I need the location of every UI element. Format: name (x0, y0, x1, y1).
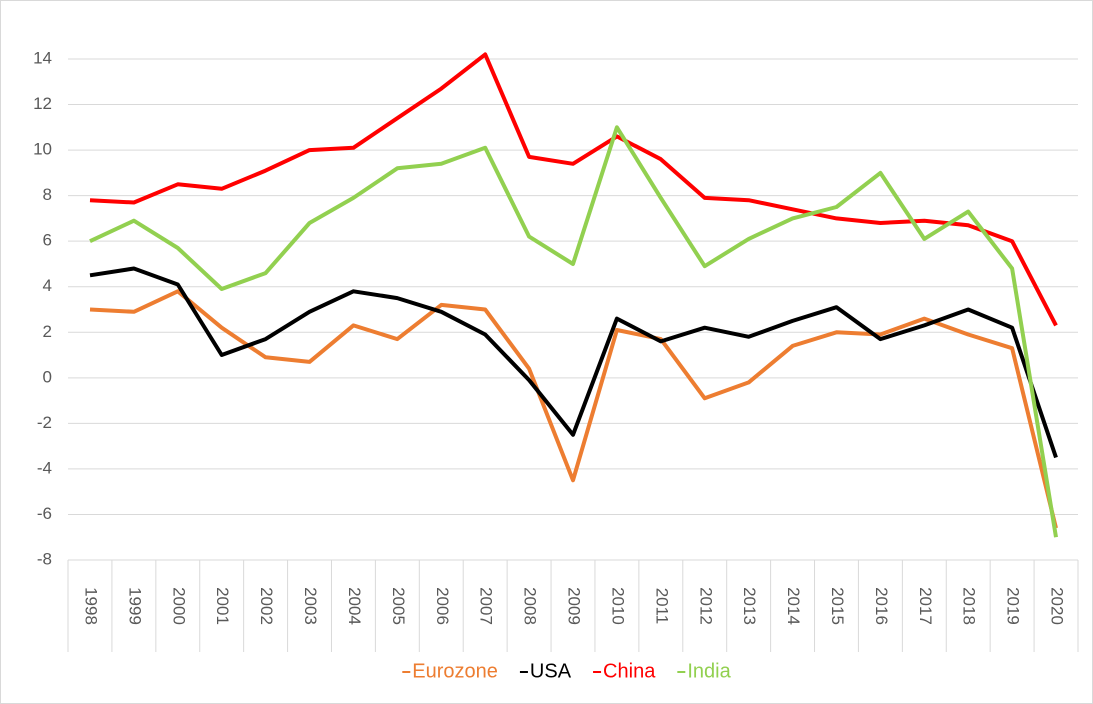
legend-label: Eurozone (412, 660, 498, 682)
y-tick-label: 2 (43, 322, 52, 341)
x-tick-label: 2012 (696, 587, 715, 625)
x-tick-label: 2002 (257, 587, 276, 625)
x-tick-label: 2007 (477, 587, 496, 625)
legend-label: India (687, 660, 731, 682)
x-tick-label: 2019 (1004, 587, 1023, 625)
y-tick-label: 10 (33, 140, 52, 159)
line-series (89, 289, 1058, 529)
x-tick-label: 1998 (81, 587, 100, 625)
x-tick-label: 2017 (916, 587, 935, 625)
y-tick-label: 12 (33, 94, 52, 113)
line-series (89, 125, 1058, 538)
y-tick-label: 8 (43, 185, 52, 204)
x-tick-label: 2006 (433, 587, 452, 625)
x-tick-label: 2001 (213, 587, 232, 625)
y-tick-label: -2 (37, 413, 52, 432)
x-tick-label: 1999 (125, 587, 144, 625)
legend-label: China (603, 660, 656, 682)
x-tick-label: 2020 (1048, 587, 1067, 625)
y-tick-label: 4 (43, 276, 52, 295)
x-tick-label: 2003 (301, 587, 320, 625)
x-tick-label: 2016 (872, 587, 891, 625)
x-tick-label: 2018 (960, 587, 979, 625)
x-tick-label: 2008 (521, 587, 540, 625)
y-tick-label: -4 (37, 458, 52, 477)
x-tick-label: 2000 (169, 587, 188, 625)
x-tick-label: 2004 (345, 587, 364, 625)
y-tick-label: 14 (33, 48, 52, 67)
y-tick-label: 0 (43, 367, 52, 386)
y-tick-label: 6 (43, 231, 52, 250)
line-series (89, 266, 1058, 459)
x-tick-label: 2011 (652, 588, 671, 625)
line-series (89, 52, 1058, 327)
x-tick-label: 2005 (389, 587, 408, 625)
x-tick-label: 2015 (828, 587, 847, 625)
y-tick-label: -8 (37, 549, 52, 568)
x-tick-label: 2014 (784, 587, 803, 625)
x-tick-label: 2009 (565, 587, 584, 625)
x-tick-label: 2010 (608, 587, 627, 625)
x-tick-label: 2013 (740, 587, 759, 625)
legend: Eurozone USA China India (402, 660, 732, 682)
y-tick-label: -6 (37, 504, 52, 523)
legend-label: USA (530, 660, 572, 682)
